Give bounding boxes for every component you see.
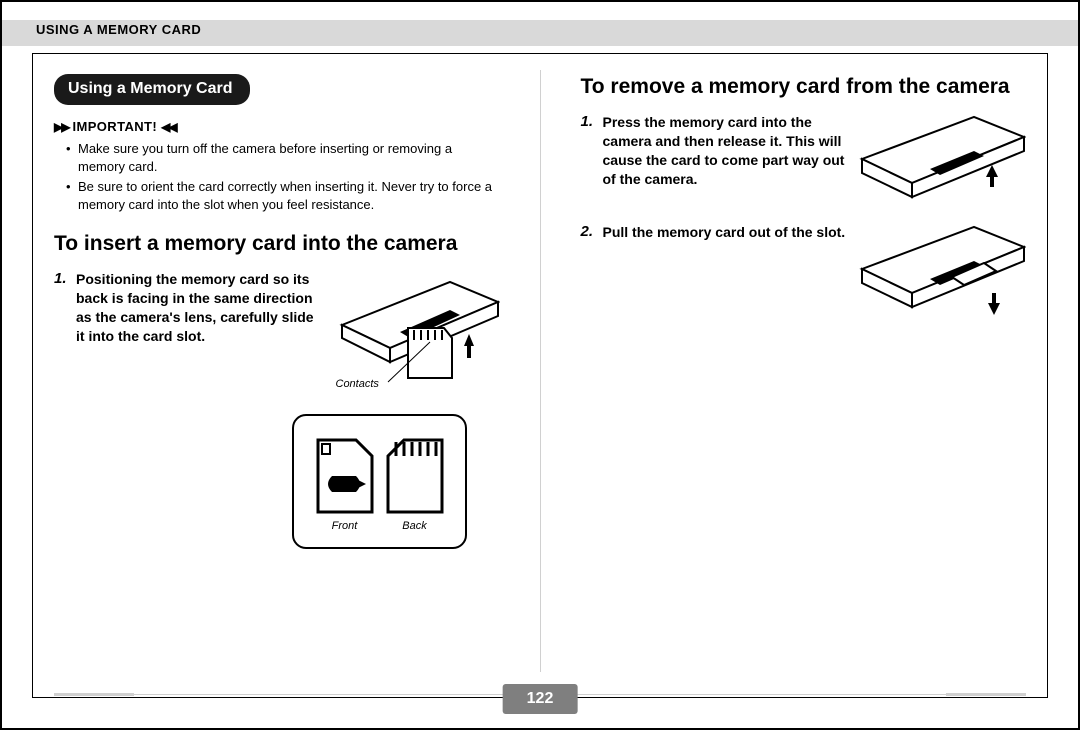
arrow-right-icon: ▶▶	[54, 120, 68, 134]
sd-back-icon	[386, 438, 444, 514]
bullet-item: Make sure you turn off the camera before…	[68, 140, 500, 175]
remove-step-1: 1. Press the memory card into the camera…	[581, 113, 1027, 213]
manual-page: USING A MEMORY CARD Using a Memory Card …	[0, 0, 1080, 730]
left-column: Using a Memory Card ▶▶ IMPORTANT! ◀◀ Mak…	[54, 64, 500, 678]
important-label: ▶▶ IMPORTANT! ◀◀	[54, 119, 500, 134]
bullet-item: Be sure to orient the card correctly whe…	[68, 178, 500, 213]
sd-card-diagram: Front	[292, 414, 467, 549]
column-divider	[540, 70, 541, 672]
step-number: 1.	[581, 113, 599, 213]
sd-card-back: Back	[386, 438, 444, 532]
remove-heading: To remove a memory card from the camera	[581, 74, 1027, 99]
important-text: IMPORTANT!	[72, 119, 157, 134]
page-number: 122	[503, 684, 578, 714]
step-text: Pull the memory card out of the slot.	[603, 223, 846, 333]
sd-front-icon	[316, 438, 374, 514]
insert-step-1: 1. Positioning the memory card so its ba…	[54, 270, 500, 400]
sd-card-front: Front	[316, 438, 374, 532]
remove-pull-figure	[856, 223, 1026, 333]
sd-back-label: Back	[402, 520, 426, 532]
sd-front-label: Front	[332, 520, 358, 532]
remove-step-2: 2. Pull the memory card out of the slot.	[581, 223, 1027, 333]
contacts-label: Contacts	[336, 378, 379, 390]
insert-figure: Contacts	[330, 270, 500, 400]
camera-press-icon	[856, 113, 1026, 213]
step-number: 1.	[54, 270, 72, 400]
right-column: To remove a memory card from the camera …	[581, 64, 1027, 678]
step-text: Positioning the memory card so its back …	[76, 270, 320, 400]
content-area: Using a Memory Card ▶▶ IMPORTANT! ◀◀ Mak…	[54, 64, 1026, 678]
insert-heading: To insert a memory card into the camera	[54, 231, 500, 256]
section-pill: Using a Memory Card	[54, 74, 250, 105]
remove-press-figure	[856, 113, 1026, 213]
camera-pull-icon	[856, 223, 1026, 333]
step-text: Press the memory card into the camera an…	[603, 113, 847, 213]
arrow-left-icon: ◀◀	[161, 120, 175, 134]
important-bullets: Make sure you turn off the camera before…	[68, 140, 500, 213]
step-number: 2.	[581, 223, 599, 333]
header-band-label: USING A MEMORY CARD	[36, 22, 201, 37]
